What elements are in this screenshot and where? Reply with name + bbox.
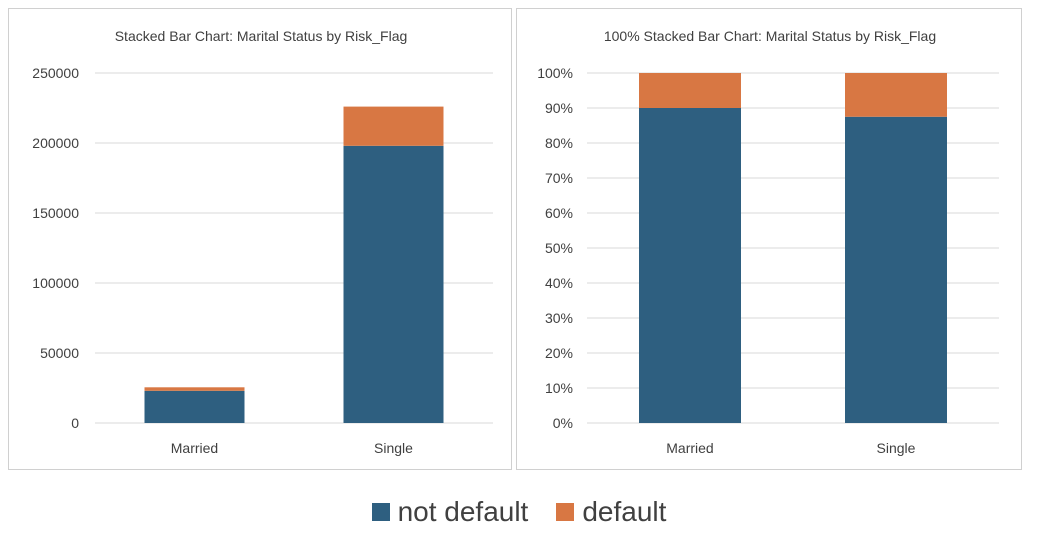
y-tick-label: 70% bbox=[545, 170, 573, 186]
x-category-label: Single bbox=[877, 440, 916, 456]
x-category-label: Married bbox=[171, 440, 218, 456]
y-tick-label: 200000 bbox=[32, 135, 79, 151]
percent-stacked-bar-chart-panel: 100% Stacked Bar Chart: Marital Status b… bbox=[516, 8, 1022, 470]
bar-segment-default-single bbox=[343, 106, 444, 146]
bar-segment-default-single bbox=[845, 73, 947, 117]
y-tick-label: 100000 bbox=[32, 275, 79, 291]
bar-segment-default-married bbox=[144, 387, 245, 391]
y-tick-label: 50000 bbox=[40, 345, 79, 361]
bar-segment-not-default-married bbox=[144, 390, 245, 423]
legend-label: default bbox=[582, 496, 667, 527]
y-tick-label: 250000 bbox=[32, 65, 79, 81]
chart-title: Stacked Bar Chart: Marital Status by Ris… bbox=[115, 28, 408, 44]
legend-swatch bbox=[371, 503, 390, 521]
bar-segment-not-default-single bbox=[343, 145, 444, 424]
y-tick-label: 50% bbox=[545, 240, 573, 256]
bar-segment-not-default-single bbox=[845, 116, 947, 423]
y-tick-label: 80% bbox=[545, 135, 573, 151]
x-category-label: Married bbox=[666, 440, 713, 456]
y-tick-label: 0 bbox=[71, 415, 79, 431]
chart-title: 100% Stacked Bar Chart: Marital Status b… bbox=[604, 28, 936, 44]
y-tick-label: 20% bbox=[545, 345, 573, 361]
y-tick-label: 40% bbox=[545, 275, 573, 291]
stacked-bar-chart-panel: Stacked Bar Chart: Marital Status by Ris… bbox=[8, 8, 512, 470]
stacked-bar-chart: Stacked Bar Chart: Marital Status by Ris… bbox=[32, 28, 493, 456]
legend: not default default bbox=[0, 492, 1038, 532]
y-tick-label: 60% bbox=[545, 205, 573, 221]
percent-stacked-bar-chart: 100% Stacked Bar Chart: Marital Status b… bbox=[537, 28, 999, 456]
legend-label: not default bbox=[397, 496, 529, 527]
y-tick-label: 90% bbox=[545, 100, 573, 116]
y-tick-label: 10% bbox=[545, 380, 573, 396]
y-tick-label: 100% bbox=[537, 65, 573, 81]
legend-item-default: default bbox=[556, 496, 666, 528]
bar-segment-not-default-married bbox=[639, 108, 741, 423]
legend-item-not-default: not default bbox=[371, 496, 529, 528]
legend-swatch bbox=[556, 503, 575, 521]
y-tick-label: 150000 bbox=[32, 205, 79, 221]
y-tick-label: 30% bbox=[545, 310, 573, 326]
x-category-label: Single bbox=[374, 440, 413, 456]
bar-segment-default-married bbox=[639, 73, 741, 108]
y-tick-label: 0% bbox=[553, 415, 573, 431]
